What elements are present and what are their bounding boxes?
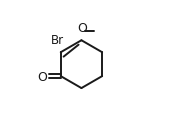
Text: O: O	[37, 70, 47, 83]
Text: O: O	[77, 22, 87, 35]
Text: Br: Br	[51, 34, 64, 47]
